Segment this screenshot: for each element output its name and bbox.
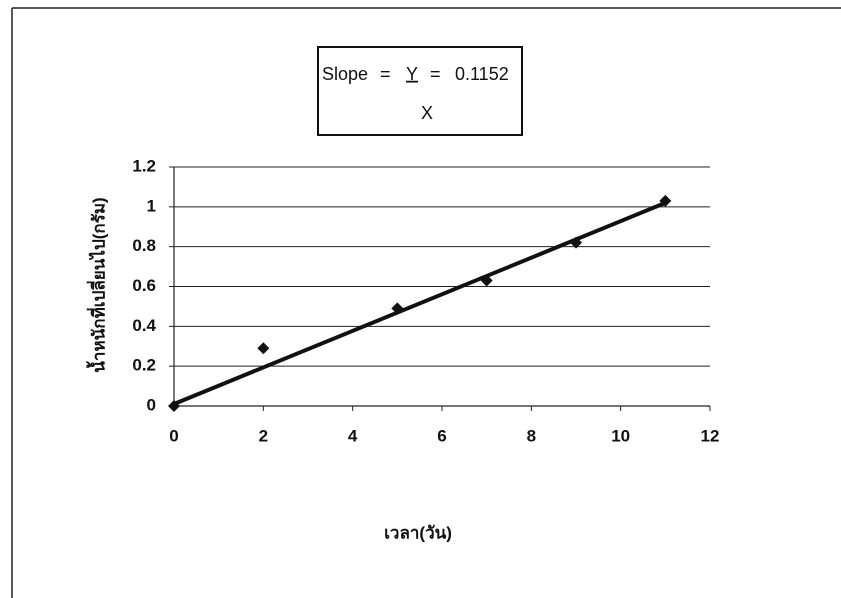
annotation-denominator: X xyxy=(421,103,433,123)
y-tick-label: 0.6 xyxy=(132,276,156,295)
y-axis-label: น้ำหนักที่เปลี่ยนไป(กรัม) xyxy=(85,197,108,372)
data-point xyxy=(257,342,269,354)
x-tick-label: 8 xyxy=(527,426,536,445)
x-axis-label: เวลา(วัน) xyxy=(384,523,452,542)
y-tick-label: 0.8 xyxy=(132,236,156,255)
x-tick-label: 12 xyxy=(701,426,720,445)
y-tick-label: 1 xyxy=(147,196,156,215)
x-tick-label: 10 xyxy=(611,426,630,445)
y-tick-label: 1.2 xyxy=(132,156,156,175)
y-tick-label: 0.2 xyxy=(132,356,156,375)
y-tick-label: 0.4 xyxy=(132,316,156,335)
x-tick-label: 6 xyxy=(437,426,446,445)
annotation-value: 0.1152 xyxy=(455,64,509,84)
annotation-equals: = xyxy=(380,64,391,84)
x-tick-label: 0 xyxy=(169,426,178,445)
annotation-box xyxy=(318,47,522,135)
chart: Slope = Y = 0.1152 X เวลา(วัน) น้ำหนักที… xyxy=(0,0,841,598)
x-tick-label: 2 xyxy=(259,426,268,445)
annotation-lhs: Slope xyxy=(322,64,368,84)
y-tick-label: 0 xyxy=(147,395,156,414)
trendline xyxy=(174,203,665,404)
x-tick-label: 4 xyxy=(348,426,358,445)
annotation-equals: = xyxy=(430,64,441,84)
annotation-numerator: Y xyxy=(406,64,418,84)
